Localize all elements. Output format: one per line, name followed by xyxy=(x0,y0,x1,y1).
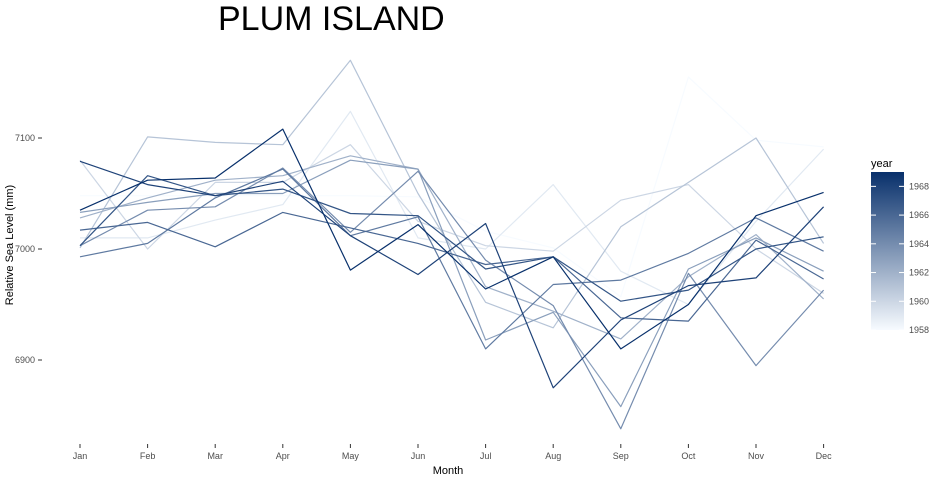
series-line-1958 xyxy=(80,76,824,298)
x-tick-label: Aug xyxy=(545,451,561,461)
series-line-1965 xyxy=(79,168,824,350)
x-axis: Jan Feb Mar Apr May Jun Jul Aug Sep Oct Nov Dec xyxy=(73,444,832,461)
series-line-1961 xyxy=(79,59,825,329)
legend-ticks: 1958 1960 1962 1964 1966 1968 xyxy=(871,181,929,335)
color-legend: year 1958 1960 1962 1964 1966 1968 xyxy=(871,158,929,335)
y-tick-label: 7000 xyxy=(15,244,35,254)
legend-tick-label: 1962 xyxy=(909,268,929,278)
x-tick-label: Dec xyxy=(816,451,833,461)
x-tick-label: Apr xyxy=(276,451,290,461)
y-tick-label: 7100 xyxy=(15,133,35,143)
series-line-1969 xyxy=(79,128,824,350)
legend-color-bar xyxy=(871,172,904,330)
series-line-1962 xyxy=(79,155,825,340)
series-line-1966 xyxy=(79,211,824,322)
y-tick-label: 6900 xyxy=(15,355,35,365)
series-layer xyxy=(79,59,825,430)
x-tick-label: Jul xyxy=(480,451,492,461)
x-axis-title: Month xyxy=(433,465,464,477)
y-axis-title: Relative Sea Level (mm) xyxy=(4,185,16,305)
y-axis: 6900 7000 7100 xyxy=(15,133,42,365)
x-tick-label: Oct xyxy=(681,451,696,461)
legend-tick-label: 1966 xyxy=(909,210,929,220)
legend-tick-label: 1964 xyxy=(909,239,929,249)
x-tick-label: Nov xyxy=(748,451,765,461)
legend-tick-label: 1958 xyxy=(909,325,929,335)
x-tick-label: May xyxy=(342,451,360,461)
series-line-1967 xyxy=(79,175,824,302)
x-tick-label: Jun xyxy=(411,451,426,461)
series-line-1968 xyxy=(79,160,825,389)
legend-title: year xyxy=(871,158,893,170)
x-tick-label: Mar xyxy=(207,451,223,461)
legend-tick-label: 1968 xyxy=(909,181,929,191)
x-tick-label: Jan xyxy=(73,451,88,461)
chart-title: PLUM ISLAND xyxy=(218,0,445,38)
x-tick-label: Sep xyxy=(613,451,629,461)
legend-tick-label: 1960 xyxy=(909,296,929,306)
x-tick-label: Feb xyxy=(140,451,156,461)
